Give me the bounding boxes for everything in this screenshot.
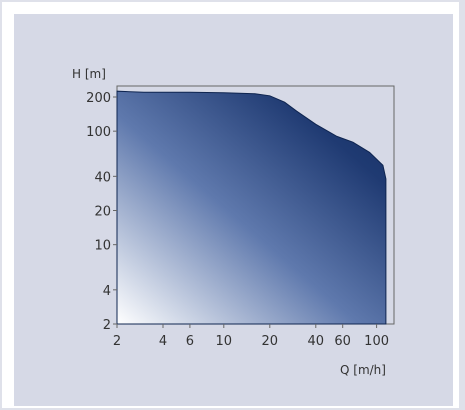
y-tick-label: 200 (86, 91, 111, 106)
y-tick-label: 10 (94, 239, 111, 254)
y-axis-title: H [m] (72, 67, 106, 81)
y-tick-label: 100 (86, 125, 111, 140)
x-tick-label: 2 (113, 334, 121, 349)
y-tick-label: 4 (103, 284, 111, 299)
x-tick-label: 10 (216, 334, 233, 349)
x-tick-label: 100 (364, 334, 389, 349)
y-tick-label: 2 (103, 318, 111, 333)
x-tick-label: 60 (334, 334, 351, 349)
x-tick-label: 6 (186, 334, 194, 349)
x-axis-title: Q [m/h] (340, 363, 386, 377)
y-tick-label: 40 (94, 170, 111, 185)
x-tick-label: 40 (308, 334, 325, 349)
y-tick-label: 20 (94, 204, 111, 219)
performance-envelope-area (116, 90, 387, 325)
x-tick-label: 20 (262, 334, 279, 349)
x-tick-label: 4 (159, 334, 167, 349)
